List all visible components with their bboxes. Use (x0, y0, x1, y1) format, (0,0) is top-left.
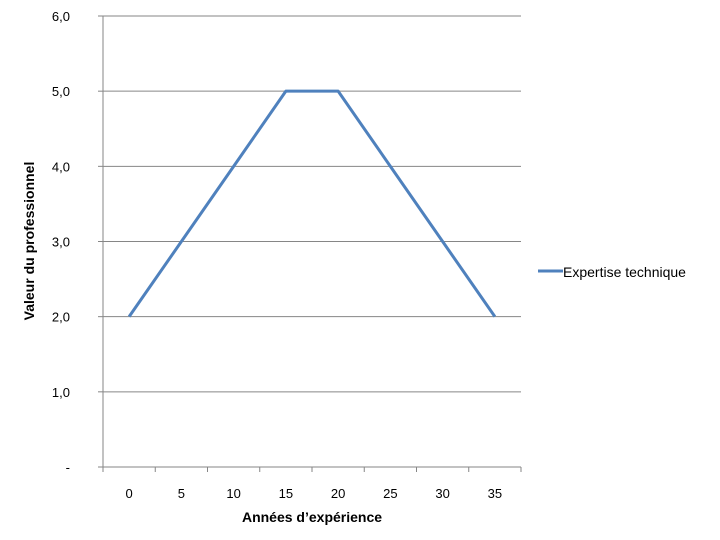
series-line (127, 89, 497, 318)
y-tick-label: 4,0 (52, 159, 70, 174)
x-axis-title: Années d’expérience (242, 509, 382, 525)
legend: Expertise technique (538, 264, 686, 280)
x-tick-label: 25 (383, 486, 397, 501)
x-tick-label: 5 (178, 486, 185, 501)
y-tick-label: - (66, 460, 70, 475)
x-tick-label: 35 (488, 486, 502, 501)
x-tick-label: 30 (435, 486, 449, 501)
x-axis-ticks: 0 5 10 15 20 25 30 35 (102, 467, 522, 501)
series-group (127, 89, 497, 318)
y-axis-title: Valeur du professionnel (21, 162, 37, 321)
y-axis-ticks: - 1,0 2,0 3,0 4,0 5,0 6,0 (52, 9, 103, 475)
x-tick-label: 15 (279, 486, 293, 501)
x-tick-label: 10 (226, 486, 240, 501)
gridlines (103, 15, 521, 393)
y-tick-label: 2,0 (52, 310, 70, 325)
legend-label: Expertise technique (563, 264, 686, 280)
x-tick-label: 20 (331, 486, 345, 501)
y-tick-label: 3,0 (52, 235, 70, 250)
y-tick-label: 6,0 (52, 9, 70, 24)
y-tick-label: 1,0 (52, 385, 70, 400)
x-tick-label: 0 (126, 486, 133, 501)
y-tick-label: 5,0 (52, 84, 70, 99)
